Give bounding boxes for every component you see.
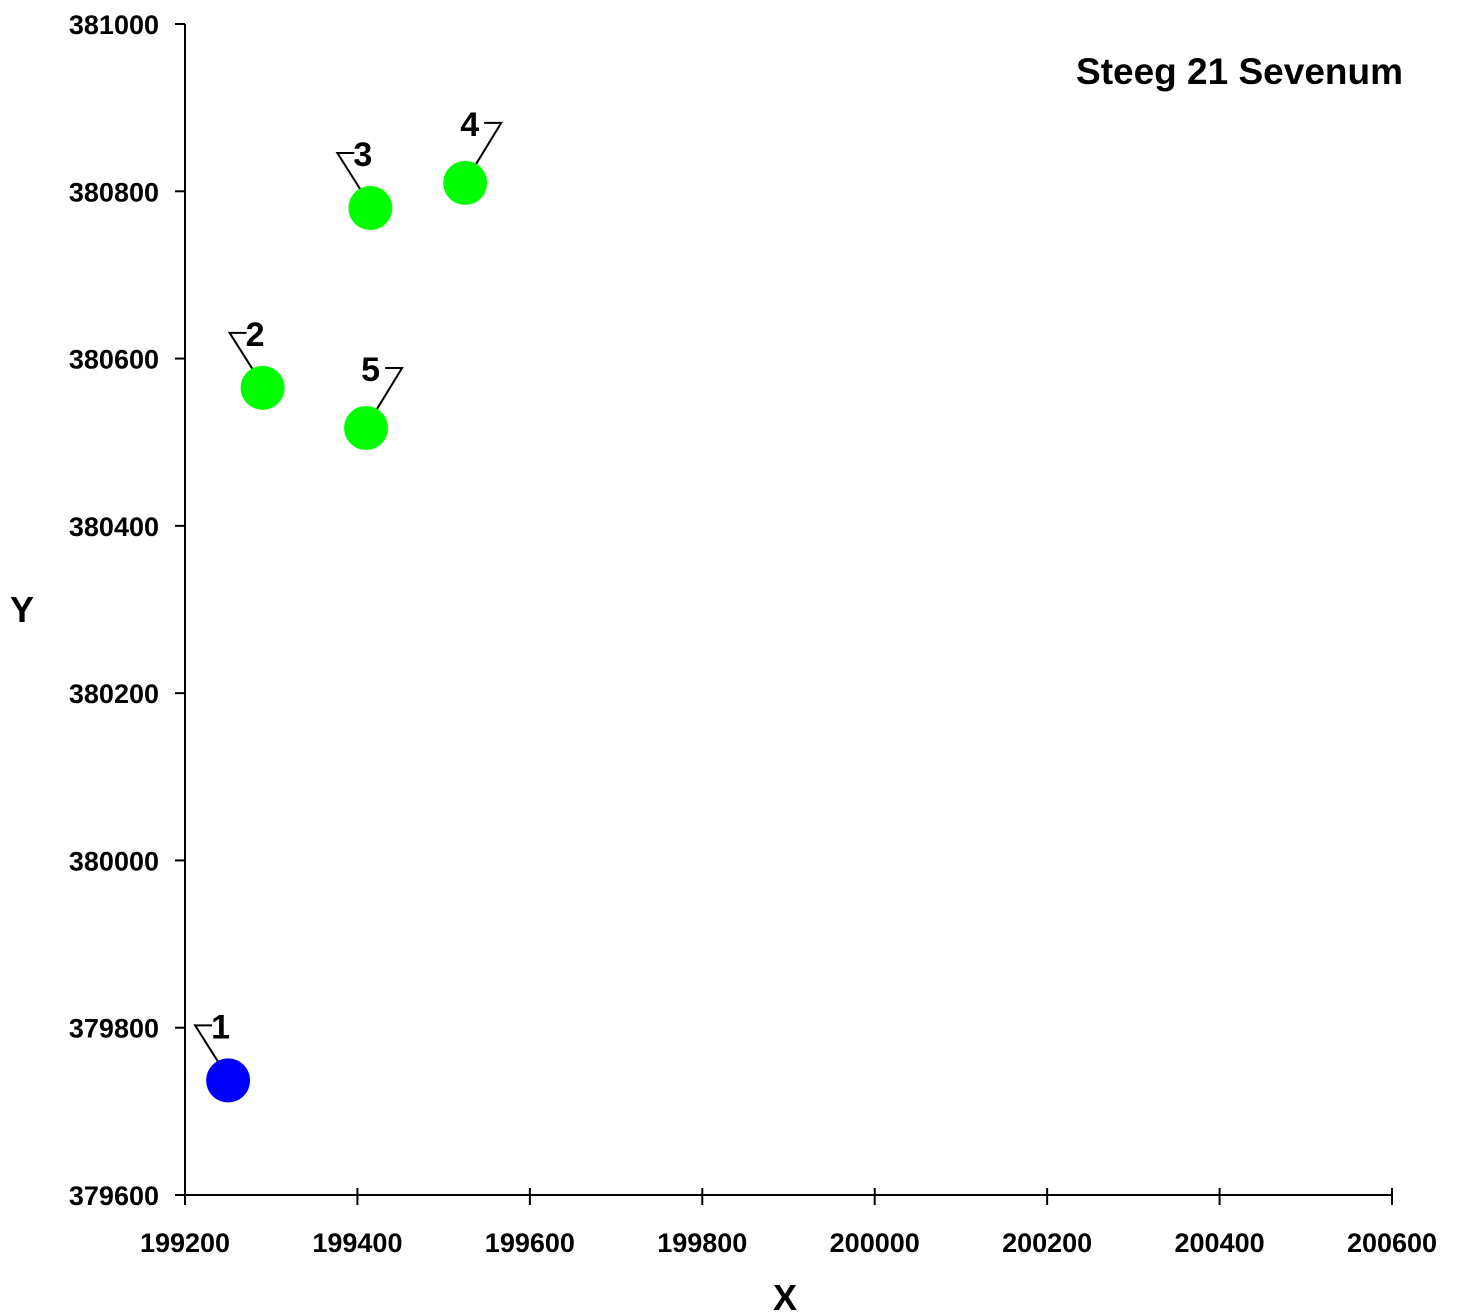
x-tick-label: 199600: [485, 1228, 575, 1258]
y-tick-label: 379800: [69, 1014, 159, 1044]
x-tick-label: 199400: [312, 1228, 402, 1258]
x-tick-label: 200600: [1347, 1228, 1437, 1258]
y-tick-label: 380800: [69, 177, 159, 207]
x-tick-label: 200400: [1175, 1228, 1265, 1258]
axes: 379600 379800 380000 380200 380400 380600 3808…: [69, 10, 1437, 1258]
point-label: 4: [460, 106, 479, 144]
x-tick-label: 200200: [1002, 1228, 1092, 1258]
callout-line: [335, 152, 370, 203]
callout-line: [193, 1024, 227, 1075]
y-tick-label: 380600: [69, 345, 159, 375]
data-point: [206, 1058, 251, 1103]
point-label: 2: [246, 316, 265, 354]
y-tick-label: 380000: [69, 846, 159, 876]
point-label: 1: [211, 1008, 230, 1046]
y-tick-label: 379600: [69, 1181, 159, 1211]
callout-line: [368, 366, 404, 423]
chart-title: Steeg 21 Sevenum: [1076, 51, 1403, 92]
point-callouts: [193, 121, 503, 1075]
data-point: [240, 365, 285, 410]
point-label: 5: [361, 351, 380, 389]
callout-line: [227, 331, 262, 383]
y-tick-label: 380200: [69, 679, 159, 709]
y-tick-label: 381000: [69, 10, 159, 40]
point-label: 3: [353, 136, 372, 174]
x-tick-label: 199800: [657, 1228, 747, 1258]
y-tick-label: 380400: [69, 512, 159, 542]
data-points: [206, 160, 488, 1103]
callout-line: [467, 121, 503, 178]
x-tick-label: 200000: [830, 1228, 920, 1258]
data-point: [348, 186, 393, 231]
data-point: [443, 160, 488, 205]
x-axis-title: X: [773, 1277, 797, 1314]
point-labels: 1 2 3 4 5: [211, 106, 479, 1046]
data-point: [344, 405, 389, 450]
x-tick-label: 199200: [140, 1228, 230, 1258]
y-axis-title: Y: [10, 589, 34, 630]
